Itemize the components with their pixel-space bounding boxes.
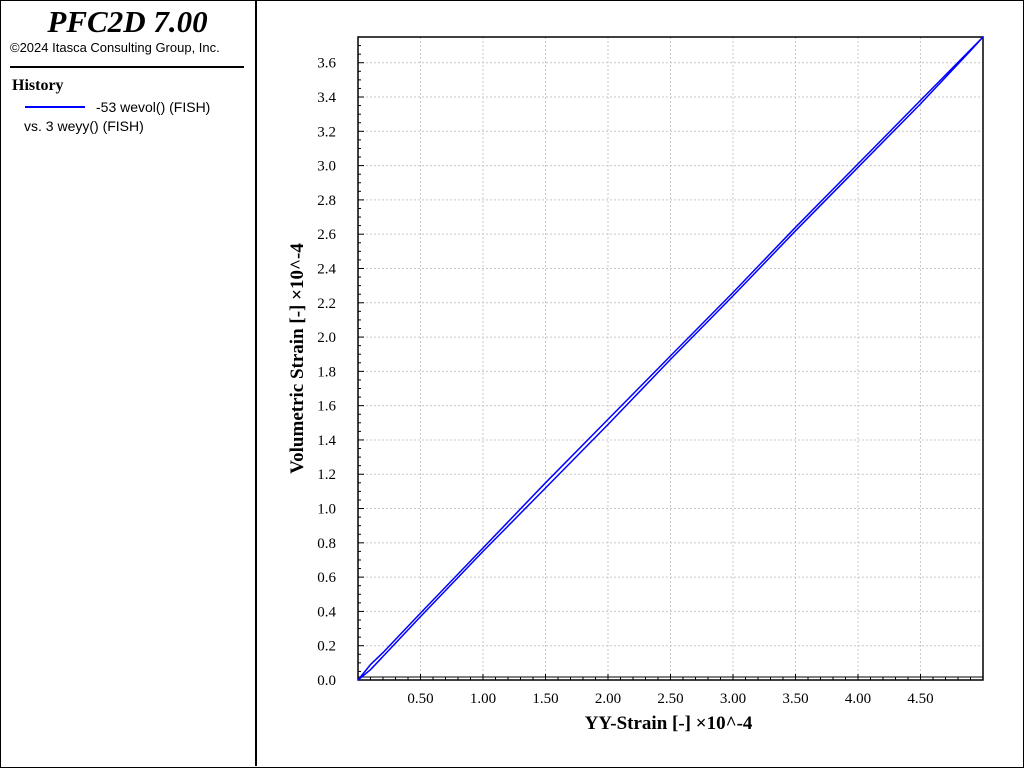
y-tick-label: 1.4 <box>317 433 336 449</box>
legend-divider <box>10 66 244 68</box>
legend-series-label: -53 wevol() (FISH) <box>96 99 211 115</box>
x-tick-label: 0.50 <box>407 691 433 707</box>
y-tick-label: 2.6 <box>317 227 336 243</box>
y-tick-label: 3.6 <box>317 56 336 72</box>
x-tick-label: 4.00 <box>845 691 871 707</box>
y-tick-label: 0.4 <box>317 604 336 620</box>
legend-vs-label: vs. 3 weyy() (FISH) <box>24 118 144 134</box>
x-tick-label: 4.50 <box>907 691 933 707</box>
legend-heading: History <box>12 77 64 94</box>
y-tick-label: 2.8 <box>317 193 336 209</box>
y-tick-label: 1.2 <box>317 467 336 483</box>
copyright-text: ©2024 Itasca Consulting Group, Inc. <box>10 40 220 55</box>
y-tick-label: 3.4 <box>317 90 336 106</box>
y-tick-label: 2.4 <box>317 261 336 277</box>
y-tick-label: 2.2 <box>317 296 336 312</box>
x-tick-label: 3.50 <box>782 691 808 707</box>
x-tick-label: 3.00 <box>720 691 746 707</box>
y-axis-title: Volumetric Strain [-] ×10^-4 <box>287 243 308 474</box>
legend-line-swatch <box>25 106 85 108</box>
legend-panel: PFC2D 7.00 ©2024 Itasca Consulting Group… <box>0 0 257 766</box>
x-tick-label: 1.50 <box>532 691 558 707</box>
series-line <box>357 36 984 681</box>
y-tick-label: 0.2 <box>317 639 336 655</box>
y-tick-label: 3.0 <box>317 159 336 175</box>
y-tick-label: 1.0 <box>317 502 336 518</box>
y-tick-label: 2.0 <box>317 330 336 346</box>
y-tick-label: 0.8 <box>317 536 336 552</box>
y-tick-label: 3.2 <box>317 124 336 140</box>
app-title: PFC2D 7.00 <box>47 4 208 39</box>
x-axis-title: YY-Strain [-] ×10^-4 <box>585 713 753 734</box>
y-tick-label: 0.6 <box>317 570 336 586</box>
y-tick-label: 1.8 <box>317 364 336 380</box>
y-tick-label: 0.0 <box>317 673 336 689</box>
y-tick-label: 1.6 <box>317 399 336 415</box>
x-tick-label: 2.50 <box>657 691 683 707</box>
x-tick-label: 1.00 <box>470 691 496 707</box>
x-tick-label: 2.00 <box>595 691 621 707</box>
